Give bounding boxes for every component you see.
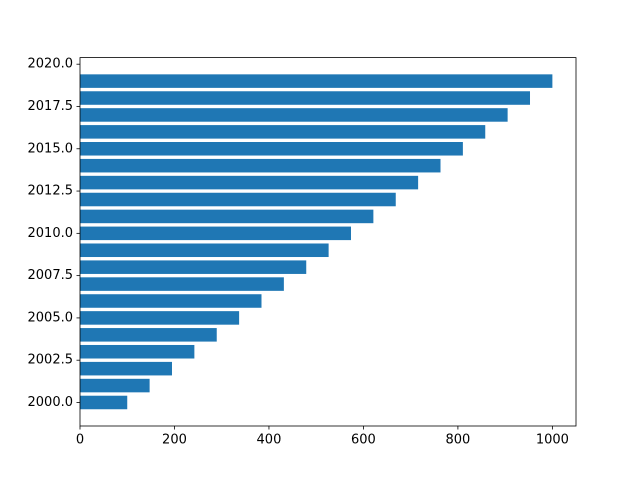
y-tick-label: 2000.0 bbox=[28, 395, 74, 410]
bar bbox=[80, 395, 128, 410]
bar bbox=[80, 311, 240, 325]
x-tick-label: 600 bbox=[351, 433, 376, 448]
bar bbox=[80, 91, 531, 105]
x-tick-label: 800 bbox=[445, 433, 470, 448]
bar bbox=[80, 209, 374, 224]
y-tick-label: 2005.0 bbox=[28, 310, 74, 325]
bar bbox=[80, 294, 262, 308]
x-tick-label: 200 bbox=[162, 433, 187, 448]
y-tick-label: 2020.0 bbox=[28, 57, 74, 72]
bar bbox=[80, 243, 329, 258]
bar bbox=[80, 277, 284, 291]
x-tick-label: 1000 bbox=[536, 433, 569, 448]
bar bbox=[80, 378, 150, 393]
y-tick-label: 2012.5 bbox=[28, 184, 74, 199]
bar bbox=[80, 226, 351, 241]
bar bbox=[80, 192, 396, 207]
bar bbox=[80, 125, 486, 139]
y-tick-label: 2010.0 bbox=[28, 226, 74, 241]
y-tick-label: 2015.0 bbox=[28, 141, 74, 156]
y-tick-label: 2002.5 bbox=[28, 353, 74, 368]
bar bbox=[80, 260, 307, 274]
bar bbox=[80, 74, 553, 88]
bar bbox=[80, 328, 217, 342]
x-tick-label: 400 bbox=[257, 433, 282, 448]
bar bbox=[80, 158, 441, 173]
y-tick-label: 2007.5 bbox=[28, 268, 74, 283]
bar bbox=[80, 108, 508, 122]
bar bbox=[80, 175, 419, 190]
plot-frame bbox=[79, 57, 577, 427]
bar bbox=[80, 142, 463, 156]
y-tick-label: 2017.5 bbox=[28, 99, 74, 114]
bar bbox=[80, 344, 195, 359]
x-tick-label: 0 bbox=[76, 433, 84, 448]
bar bbox=[80, 361, 172, 376]
